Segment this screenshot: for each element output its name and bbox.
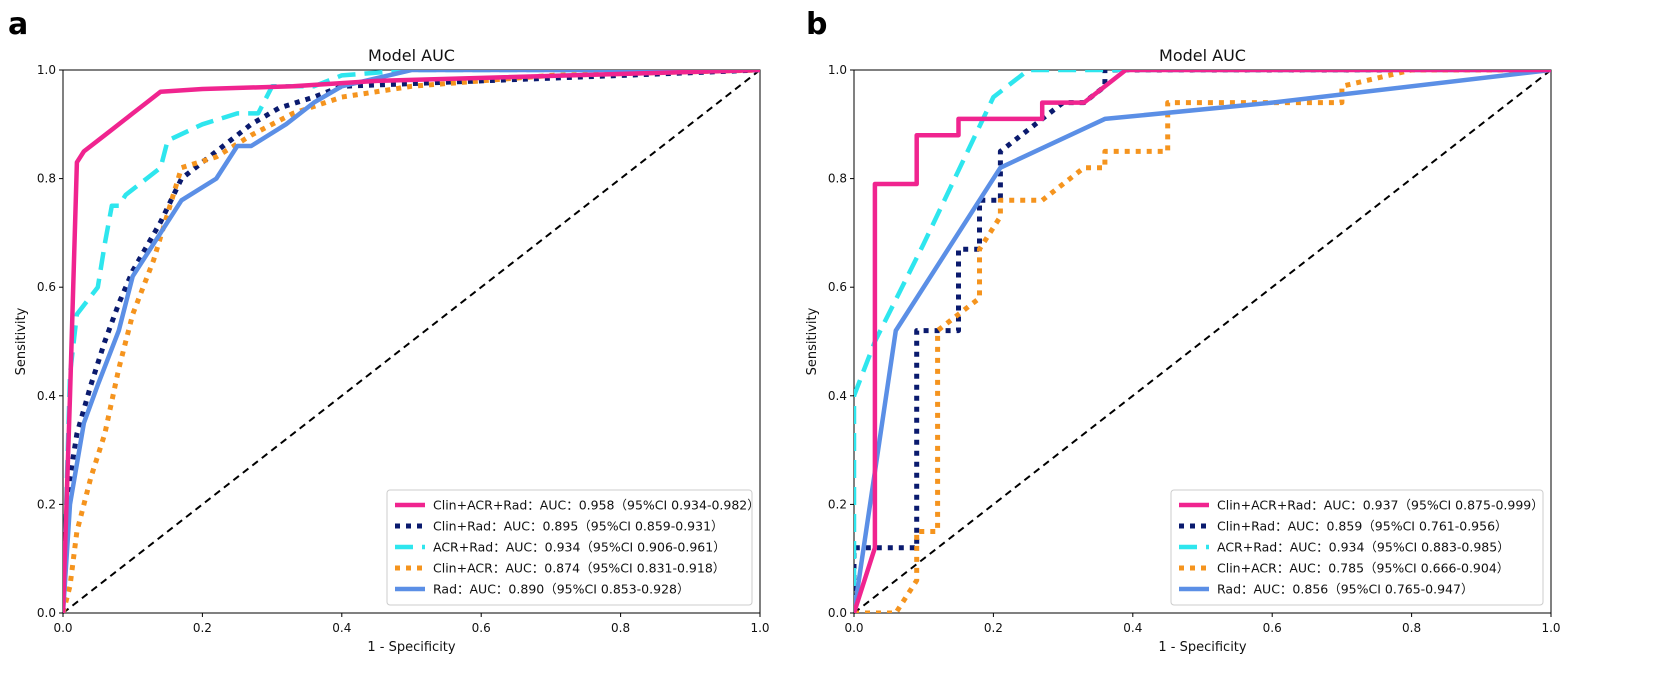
x-tick-label: 0.8 bbox=[611, 621, 630, 635]
x-tick-label: 0.4 bbox=[1123, 621, 1142, 635]
legend-entry: Clin+ACR+Rad：AUC：0.958（95%CI 0.934-0.982… bbox=[433, 498, 760, 513]
x-tick-label: 0.6 bbox=[472, 621, 491, 635]
roc-curve-clin-acr-rad bbox=[854, 70, 1551, 613]
legend-box bbox=[1170, 489, 1544, 606]
chart-panel-b: Model AUC 0.0 0.2 0.4 0.6 0.8 1.0 0.0 0.2 0.4 0.6 0… bbox=[805, 46, 1561, 655]
roc-curve-clin-acr bbox=[63, 70, 760, 613]
y-tick-label: 0.6 bbox=[37, 280, 56, 294]
x-tick-label: 0.6 bbox=[1263, 621, 1282, 635]
legend-entry: Clin+Rad：AUC：0.859（95%CI 0.761-0.956） bbox=[1217, 519, 1508, 534]
legend-entry: Rad：AUC：0.890（95%CI 0.853-0.928） bbox=[433, 582, 689, 597]
y-tick-label: 1.0 bbox=[828, 63, 847, 77]
y-axis-label: Sensitivity bbox=[14, 307, 29, 375]
y-tick-label: 0.0 bbox=[828, 606, 847, 620]
roc-curve-clin-acr-rad bbox=[63, 70, 760, 613]
legend-entry: Clin+ACR：AUC：0.874（95%CI 0.831-0.918） bbox=[433, 561, 725, 576]
roc-curve-clin-acr bbox=[854, 70, 1551, 613]
y-tick-label: 0.8 bbox=[828, 172, 847, 186]
y-tick-label: 0.0 bbox=[37, 606, 56, 620]
x-axis-label: 1 - Specificity bbox=[1158, 640, 1247, 655]
legend-box bbox=[386, 489, 753, 606]
y-tick-label: 0.4 bbox=[828, 389, 847, 403]
legend-entry: Clin+ACR：AUC：0.785（95%CI 0.666-0.904） bbox=[1217, 561, 1509, 576]
legend-entry: Clin+Rad：AUC：0.895（95%CI 0.859-0.931） bbox=[433, 519, 724, 534]
y-tick-label: 0.8 bbox=[37, 172, 56, 186]
legend: Clin+ACR+Rad：AUC：0.937（95%CI 0.875-0.999… bbox=[1170, 489, 1544, 606]
x-tick-label: 0.2 bbox=[193, 621, 212, 635]
x-tick-label: 0.4 bbox=[332, 621, 351, 635]
panel-letter-b: b bbox=[806, 7, 827, 42]
legend-entry: ACR+Rad：AUC：0.934（95%CI 0.906-0.961） bbox=[433, 540, 726, 555]
x-tick-label: 0.0 bbox=[53, 621, 72, 635]
y-tick-label: 0.6 bbox=[828, 280, 847, 294]
roc-curve-rad bbox=[854, 70, 1551, 613]
roc-curve-clin-rad bbox=[63, 70, 760, 613]
panel-letter-a: a bbox=[8, 7, 28, 42]
chart-title: Model AUC bbox=[1159, 46, 1246, 65]
y-tick-label: 0.4 bbox=[37, 389, 56, 403]
x-axis-label: 1 - Specificity bbox=[367, 640, 456, 655]
legend: Clin+ACR+Rad：AUC：0.958（95%CI 0.934-0.982… bbox=[386, 489, 760, 606]
chance-diagonal bbox=[853, 69, 1552, 614]
legend-entry: Clin+ACR+Rad：AUC：0.937（95%CI 0.875-0.999… bbox=[1217, 498, 1544, 513]
x-tick-label: 0.2 bbox=[984, 621, 1003, 635]
legend-entry: ACR+Rad：AUC：0.934（95%CI 0.883-0.985） bbox=[1217, 540, 1510, 555]
y-axis-label: Sensitivity bbox=[805, 307, 820, 375]
chance-diagonal bbox=[62, 69, 761, 614]
roc-curve-acr-rad bbox=[854, 70, 1551, 613]
y-tick-label: 0.2 bbox=[828, 497, 847, 511]
y-tick-label: 0.2 bbox=[37, 497, 56, 511]
y-tick-label: 1.0 bbox=[37, 63, 56, 77]
x-tick-label: 0.0 bbox=[844, 621, 863, 635]
x-tick-label: 1.0 bbox=[1541, 621, 1560, 635]
x-tick-label: 0.8 bbox=[1402, 621, 1421, 635]
roc-curve-rad bbox=[63, 70, 760, 613]
chart-panel-a: Model AUC 0.0 0.2 0.4 0.6 0.8 1.0 0.0 0.2 0.4 0.6 0… bbox=[14, 46, 770, 655]
chart-title: Model AUC bbox=[368, 46, 455, 65]
legend-entry: Rad：AUC：0.856（95%CI 0.765-0.947） bbox=[1217, 582, 1473, 597]
x-tick-label: 1.0 bbox=[750, 621, 769, 635]
